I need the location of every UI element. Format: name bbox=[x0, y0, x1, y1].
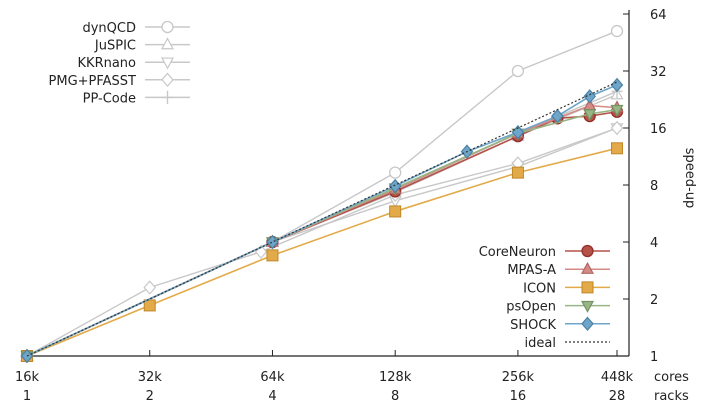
legend-marker-kkrnano bbox=[160, 57, 175, 70]
legend-label-psopen: psOpen bbox=[506, 300, 556, 315]
y-axis-label: speed-up bbox=[682, 148, 697, 208]
x-axis-label-cores: cores bbox=[654, 370, 689, 385]
x-tick-label: 32k bbox=[138, 370, 163, 385]
legend-marker-pmg-pfasst bbox=[161, 72, 174, 88]
legend-label-juspic: JuSPIC bbox=[94, 39, 136, 54]
series-ideal bbox=[26, 81, 618, 357]
legend-marker-juspic bbox=[160, 37, 175, 50]
data-point-psopen bbox=[583, 109, 597, 122]
legend-marker-psopen bbox=[580, 300, 595, 313]
y-tick-label: 8 bbox=[650, 179, 658, 194]
legend-marker-pp-code bbox=[162, 90, 173, 104]
x-tick-racks-label: 2 bbox=[146, 389, 154, 404]
series-line-icon bbox=[26, 147, 618, 357]
x-tick-label: 448k bbox=[601, 370, 634, 385]
legend-marker-coreneuron bbox=[581, 244, 594, 258]
legend-label-pp-code: PP-Code bbox=[83, 91, 136, 106]
legend-label-shock: SHOCK bbox=[510, 318, 556, 333]
legend-label-ideal: ideal bbox=[525, 336, 556, 351]
data-point-icon bbox=[611, 142, 623, 155]
x-tick-racks-label: 1 bbox=[23, 389, 31, 404]
y-tick-label: 4 bbox=[650, 236, 658, 251]
data-point-dynqcd bbox=[610, 24, 624, 38]
data-point-pmg-pfasst bbox=[610, 120, 624, 136]
series-line-ideal bbox=[26, 81, 618, 357]
y-tick-label: 64 bbox=[650, 8, 667, 23]
legend-label-dynqcd: dynQCD bbox=[82, 21, 136, 36]
data-point-icon bbox=[389, 205, 402, 218]
x-tick-label: 128k bbox=[379, 370, 412, 385]
data-point-icon bbox=[511, 166, 524, 179]
legend-top: dynQCD JuSPIC KKRnano PMG+PFASST PP-Code bbox=[49, 20, 190, 106]
x-tick-label: 16k bbox=[15, 370, 40, 385]
x-axis-label-racks: racks bbox=[654, 389, 689, 404]
legend-label-mpas-a: MPAS-A bbox=[507, 263, 556, 278]
x-tick-label: 256k bbox=[502, 370, 535, 385]
x-tick-racks-label: 4 bbox=[268, 389, 276, 404]
data-point-shock bbox=[583, 89, 597, 104]
x-tick-label: 64k bbox=[260, 370, 285, 385]
plot-area bbox=[20, 24, 624, 364]
y-tick-label: 2 bbox=[650, 293, 658, 308]
data-point-shock bbox=[551, 108, 564, 124]
y-tick-label: 16 bbox=[650, 122, 667, 137]
legend-marker-shock bbox=[581, 316, 594, 332]
y-tick-label: 1 bbox=[650, 350, 658, 365]
x-tick-racks-label: 28 bbox=[609, 389, 626, 404]
legend-marker-mpas-a bbox=[580, 261, 595, 274]
legend-bottom: CoreNeuron MPAS-A ICON psOpen SHOCK ideal bbox=[479, 244, 610, 351]
legend-label-icon: ICON bbox=[523, 281, 556, 296]
data-point-psopen bbox=[610, 104, 624, 117]
data-point-icon bbox=[266, 249, 279, 262]
y-tick-label: 32 bbox=[650, 65, 667, 80]
legend-label-coreneuron: CoreNeuron bbox=[479, 245, 556, 260]
x-tick-racks-label: 8 bbox=[391, 389, 399, 404]
legend-label-pmg-pfasst: PMG+PFASST bbox=[49, 74, 137, 89]
axes: 16k 1 32k 2 64k 4 128k 8 256k 16 448k 28 1 2 4 8 16 32 64 bbox=[15, 8, 667, 404]
legend-label-kkrnano: KKRnano bbox=[78, 56, 137, 71]
data-point-dynqcd bbox=[389, 166, 402, 179]
data-point-dynqcd bbox=[511, 64, 525, 78]
data-point-shock bbox=[266, 234, 279, 250]
series-line-pmg-pfasst bbox=[26, 127, 618, 357]
data-point-icon bbox=[143, 299, 156, 312]
data-point-shock bbox=[610, 77, 624, 93]
legend-marker-dynqcd bbox=[161, 20, 174, 34]
legend-marker-icon bbox=[581, 281, 594, 294]
data-point-pmg-pfasst bbox=[143, 280, 157, 295]
x-tick-racks-label: 16 bbox=[510, 389, 527, 404]
series-icon bbox=[21, 142, 623, 362]
